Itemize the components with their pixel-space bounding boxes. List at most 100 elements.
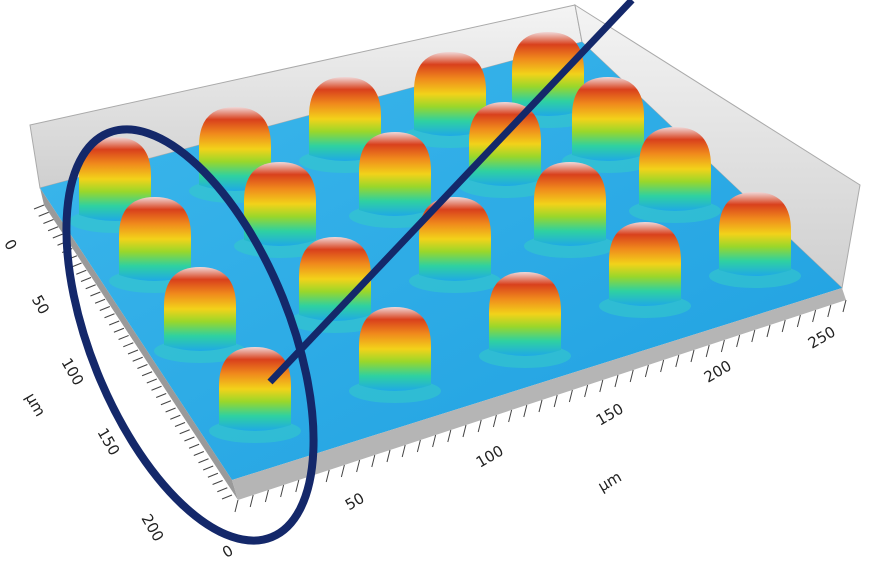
- tick: [463, 425, 466, 437]
- bump: [534, 162, 606, 246]
- tick: [123, 343, 133, 347]
- tick: [402, 445, 405, 457]
- tick: [72, 263, 82, 267]
- tick: [296, 480, 299, 492]
- bump: [164, 267, 236, 351]
- bump: [219, 347, 291, 431]
- tick: [128, 350, 138, 354]
- tick: [554, 395, 557, 407]
- tick: [721, 340, 724, 352]
- tick: [203, 466, 213, 470]
- bump: [359, 132, 431, 216]
- tick: [43, 220, 53, 224]
- tick: [95, 299, 105, 303]
- tick: [813, 310, 816, 322]
- bottom-axis-unit: µm: [595, 468, 625, 496]
- bump: [119, 197, 191, 281]
- tick: [147, 379, 157, 383]
- tick: [86, 285, 96, 289]
- left-tick-label: 0: [0, 236, 20, 253]
- tick: [569, 390, 572, 402]
- tick: [782, 320, 785, 332]
- bump: [469, 102, 541, 186]
- tick: [114, 328, 124, 332]
- left-tick-label: 100: [57, 355, 87, 389]
- tick: [585, 385, 588, 397]
- tick: [828, 305, 831, 317]
- bump: [489, 272, 561, 356]
- tick: [661, 360, 664, 372]
- bottom-tick-label: 0: [219, 541, 236, 561]
- tick: [357, 460, 360, 472]
- surface-plot: 0 50 100 150 200 µm 0 50 100 150 200 250 µm: [0, 0, 875, 562]
- tick: [615, 375, 618, 387]
- tick: [326, 470, 329, 482]
- tick: [281, 485, 284, 497]
- tick: [250, 495, 253, 507]
- tick: [645, 365, 648, 377]
- tick: [478, 420, 481, 432]
- tick: [433, 435, 436, 447]
- tick: [142, 372, 152, 376]
- tick: [767, 325, 770, 337]
- tick: [417, 440, 420, 452]
- tick: [137, 365, 147, 369]
- bottom-tick-label: 200: [701, 357, 735, 387]
- tick: [797, 315, 800, 327]
- tick: [34, 205, 44, 209]
- tick: [105, 314, 115, 318]
- left-tick-label: 50: [28, 292, 53, 318]
- bump: [609, 222, 681, 306]
- tick: [199, 459, 209, 463]
- tick: [189, 444, 199, 448]
- tick: [100, 307, 110, 311]
- tick: [509, 410, 512, 422]
- bump: [572, 77, 644, 161]
- tick: [222, 495, 232, 499]
- left-axis-unit: µm: [22, 390, 50, 420]
- bottom-tick-label: 250: [805, 323, 839, 353]
- tick: [752, 330, 755, 342]
- tick: [448, 430, 451, 442]
- tick: [387, 450, 390, 462]
- tick: [161, 401, 171, 405]
- bump: [719, 192, 791, 276]
- bottom-tick-label: 100: [473, 442, 507, 472]
- left-tick-label: 200: [137, 511, 167, 545]
- tick: [48, 227, 58, 231]
- tick: [156, 394, 166, 398]
- tick: [175, 423, 185, 427]
- tick: [152, 386, 162, 390]
- tick: [194, 452, 204, 456]
- tick: [691, 350, 694, 362]
- tick: [630, 370, 633, 382]
- tick: [524, 405, 527, 417]
- tick: [539, 400, 542, 412]
- tick: [213, 481, 223, 485]
- bottom-tick-label: 150: [593, 400, 627, 430]
- tick: [706, 345, 709, 357]
- tick: [493, 415, 496, 427]
- tick: [600, 380, 603, 392]
- tick: [90, 292, 100, 296]
- tick: [166, 408, 176, 412]
- tick: [39, 212, 49, 216]
- tick: [372, 455, 375, 467]
- tick: [341, 465, 344, 477]
- tick: [843, 300, 846, 312]
- tick: [180, 430, 190, 434]
- tick: [217, 488, 227, 492]
- tick: [265, 490, 268, 502]
- bump: [639, 127, 711, 211]
- tick: [676, 355, 679, 367]
- tick: [737, 335, 740, 347]
- bottom-tick-label: 50: [342, 489, 368, 514]
- tick: [170, 415, 180, 419]
- tick: [133, 357, 143, 361]
- tick: [76, 270, 86, 274]
- tick: [53, 234, 63, 238]
- tick: [184, 437, 194, 441]
- tick: [119, 336, 129, 340]
- left-tick-label: 150: [93, 425, 123, 459]
- tick: [109, 321, 119, 325]
